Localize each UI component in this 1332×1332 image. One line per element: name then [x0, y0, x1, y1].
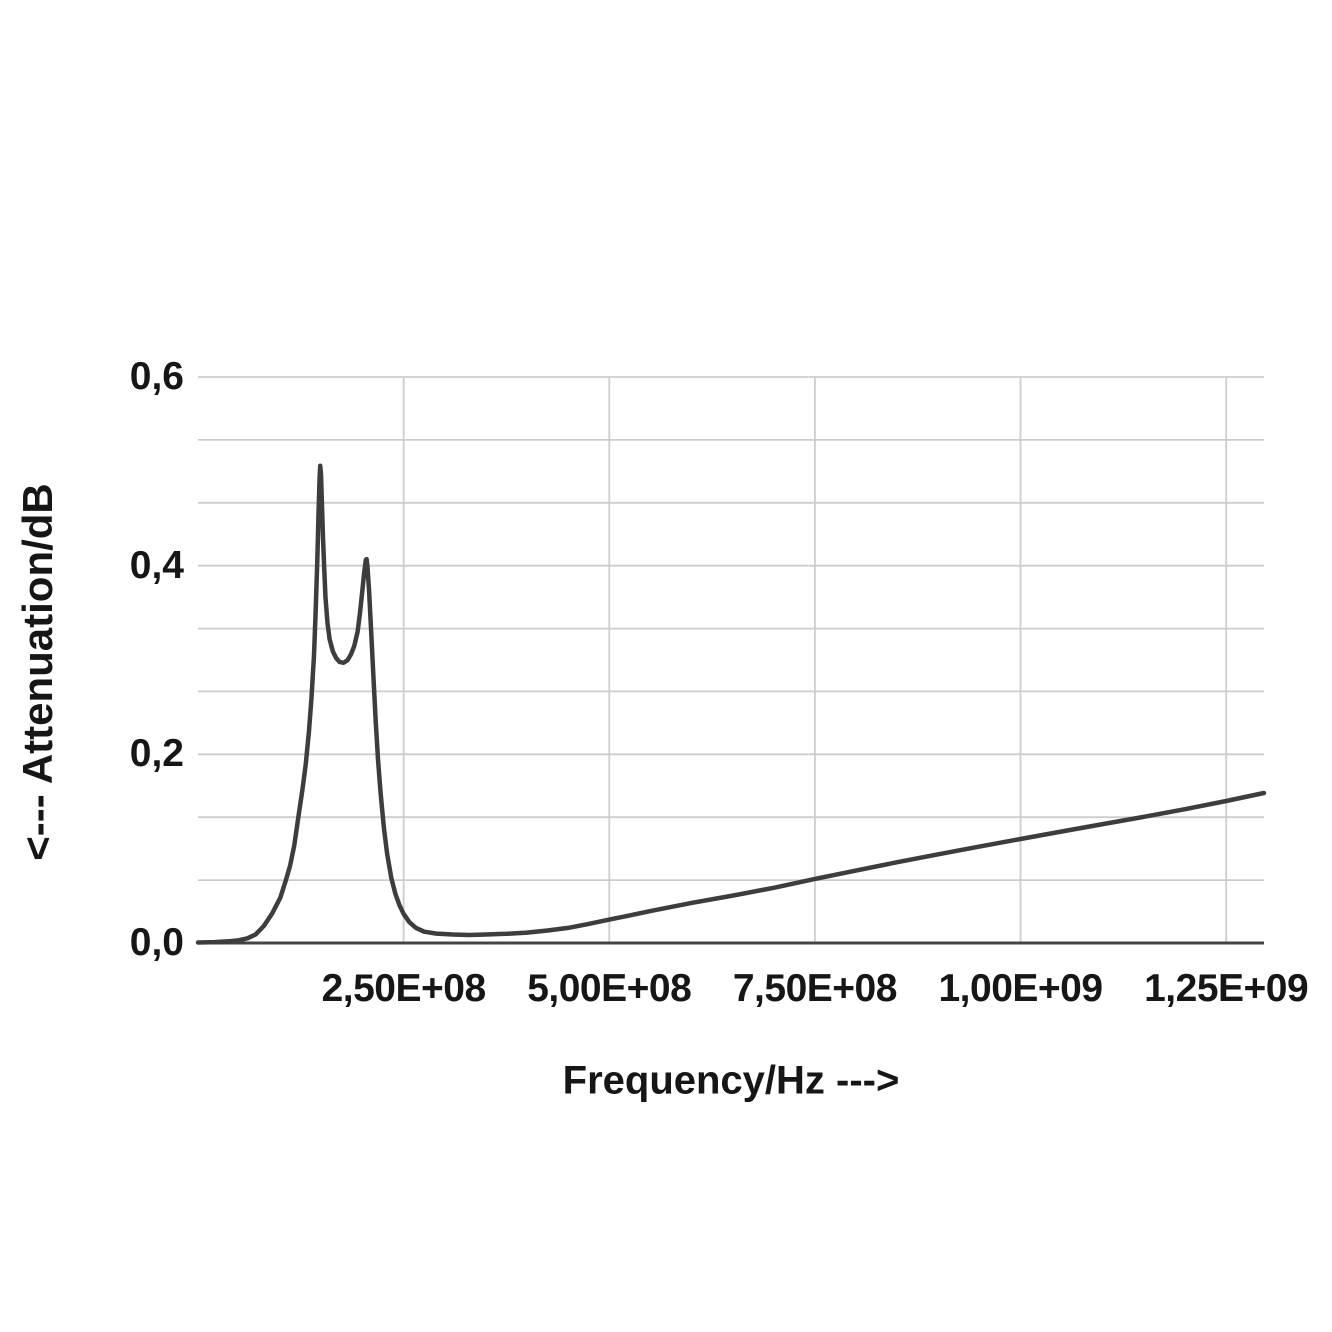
x-axis-title: Frequency/Hz ---> [562, 1058, 900, 1103]
x-tick-label: 2,50E+08 [321, 967, 487, 1010]
x-tick-label: 5,00E+08 [527, 967, 692, 1010]
attenuation-curve [195, 463, 1267, 945]
y-tick-label: 0,6 [129, 355, 184, 398]
x-tick-label: 1,00E+09 [938, 967, 1103, 1010]
y-tick-label: 0,0 [129, 921, 184, 964]
y-tick-label: 0,4 [129, 543, 184, 587]
y-tick-label: 0,2 [129, 732, 184, 776]
gridlines [198, 376, 1264, 944]
x-tick-label: 1,25E+09 [1144, 967, 1309, 1010]
x-tick-label: 7,50E+08 [732, 967, 898, 1010]
y-axis-title: <--- Attenuation/dB [14, 483, 61, 861]
